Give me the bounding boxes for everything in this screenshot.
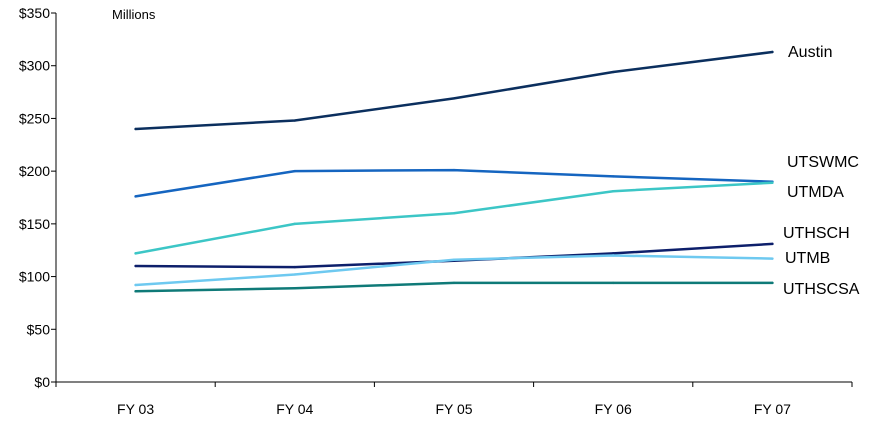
data-point-uthscsa (134, 290, 137, 293)
data-point-utswmc (134, 195, 137, 198)
data-point-uthscsa (293, 286, 296, 290)
y-tick-label: $250 (19, 110, 50, 126)
data-point-utmda (134, 252, 137, 255)
y-tick-label: $100 (19, 269, 50, 285)
y-tick-label: $200 (19, 163, 50, 179)
data-point-uthsch (293, 265, 296, 269)
data-point-utmb (293, 273, 296, 276)
y-tick-label: $300 (19, 58, 50, 74)
data-point-austin (452, 97, 456, 100)
series-line-uthscsa (134, 281, 774, 293)
data-point-uthsch (771, 242, 774, 246)
series-line-austin (134, 50, 774, 131)
data-point-utmb (452, 258, 456, 261)
series-labels: Austin UTSWMC UTMDA UTHSCH UTMB UTHSCSA (783, 44, 860, 298)
data-point-austin (134, 127, 137, 131)
series-label-utswmc: UTSWMC (787, 154, 859, 171)
data-point-uthscsa (612, 281, 615, 285)
data-point-uthscsa (771, 281, 774, 285)
data-point-uthscsa (452, 281, 456, 285)
series-label-utmda: UTMDA (787, 184, 844, 201)
data-point-austin (771, 50, 774, 54)
x-tick-label: FY 03 (117, 401, 154, 417)
y-tick-label: $350 (19, 5, 50, 21)
data-point-utswmc (452, 168, 456, 172)
data-point-utmda (293, 222, 296, 226)
data-point-austin (612, 70, 615, 74)
y-tick-label: $0 (34, 374, 50, 390)
data-point-utmb (612, 254, 615, 257)
data-point-utmda (452, 212, 456, 215)
y-ticks: $0 $50 $100 $150 $200 $250 $300 $350 (19, 5, 56, 390)
series-lines (134, 50, 774, 293)
data-point-utmda (771, 181, 774, 184)
series-label-uthsch: UTHSCH (783, 225, 850, 242)
series-line-utswmc (134, 168, 774, 198)
series-label-utmb: UTMB (785, 250, 830, 267)
data-point-utswmc (293, 169, 296, 173)
series-line-utmda (134, 181, 774, 255)
data-point-utmb (134, 283, 137, 287)
data-point-utmda (612, 189, 615, 193)
x-tick-label: FY 06 (595, 401, 632, 417)
y-unit-label: Millions (112, 7, 156, 22)
x-tick-label: FY 05 (435, 401, 472, 417)
data-point-utswmc (612, 175, 615, 178)
data-point-austin (293, 119, 296, 122)
x-tick-label: FY 04 (276, 401, 313, 417)
data-point-uthsch (612, 252, 615, 255)
y-tick-label: $150 (19, 216, 50, 232)
series-label-uthscsa: UTHSCSA (783, 281, 860, 298)
data-point-uthsch (134, 264, 137, 268)
x-ticks: FY 03 FY 04 FY 05 FY 06 FY 07 (55, 382, 853, 417)
series-label-austin: Austin (788, 44, 832, 61)
x-tick-label: FY 07 (754, 401, 791, 417)
y-tick-label: $50 (27, 321, 51, 337)
data-point-utmb (771, 257, 774, 260)
